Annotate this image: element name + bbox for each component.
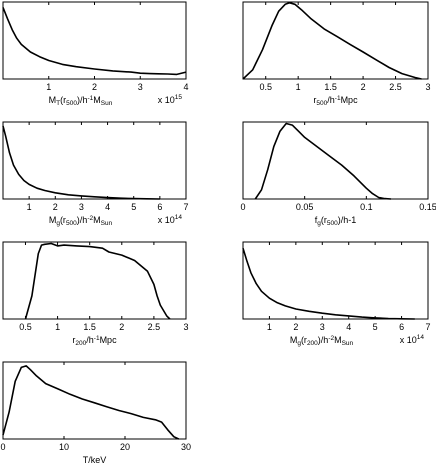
x-axis-label: T/keV bbox=[83, 455, 107, 464]
x-tick-label: 0 bbox=[0, 442, 5, 452]
x-tick-label: 10 bbox=[59, 442, 69, 452]
x-tick-label: 6 bbox=[399, 322, 404, 332]
axes-frame bbox=[242, 1, 429, 80]
x-tick-label: 2.5 bbox=[148, 322, 161, 332]
panel-4: 0 0.05 0.1 0.15 fg(r500)/h-1 bbox=[240, 121, 436, 227]
x-tick-label: 1 bbox=[46, 82, 51, 92]
panel-1: 1 2 3 4 MT(r500)/h-1MSun x 1015 bbox=[2, 1, 189, 107]
panel-2: 0.5 1 1.5 2 2.5 3 r500/h-1Mpc bbox=[242, 1, 431, 107]
x-tick-label: 2 bbox=[361, 82, 366, 92]
x-tick-label: 1 bbox=[55, 322, 60, 332]
x-tick-label: 2 bbox=[53, 202, 58, 212]
panel-6: 1 2 3 4 5 6 7 Mg(r200)/h-2MSun x 1014 bbox=[242, 241, 431, 347]
x-axis-multiplier: x 1015 bbox=[158, 94, 183, 105]
series-line bbox=[2, 365, 180, 440]
x-tick-label: 5 bbox=[131, 202, 136, 212]
x-tick-label: 1 bbox=[27, 202, 32, 212]
x-tick-label: 0.1 bbox=[360, 202, 373, 212]
axes-frame bbox=[2, 361, 187, 440]
x-tick-label: 30 bbox=[181, 442, 191, 452]
x-tick-label: 0.5 bbox=[19, 322, 32, 332]
x-tick-label: 20 bbox=[120, 442, 130, 452]
x-tick-label: 1 bbox=[296, 82, 301, 92]
x-axis-label: r200/h-1Mpc bbox=[72, 335, 117, 347]
x-tick-label: 2.5 bbox=[389, 82, 402, 92]
x-axis-multiplier: x 1014 bbox=[158, 214, 183, 225]
series-line bbox=[2, 7, 187, 76]
x-axis-label: fg(r500)/h-1 bbox=[315, 215, 357, 227]
x-tick-label: 2 bbox=[92, 82, 97, 92]
x-tick-label: 0.15 bbox=[419, 202, 436, 212]
x-axis-label: MT(r500)/h-1MSun bbox=[49, 95, 113, 107]
x-tick-label: 3 bbox=[183, 322, 188, 332]
x-axis-multiplier: x 1014 bbox=[400, 334, 425, 345]
series-line bbox=[24, 242, 171, 320]
axes-frame bbox=[242, 121, 429, 200]
axes-frame bbox=[2, 241, 187, 320]
x-tick-label: 0 bbox=[240, 202, 245, 212]
x-tick-label: 4 bbox=[105, 202, 110, 212]
x-axis-label: r500/h-1Mpc bbox=[313, 95, 358, 107]
axes-frame bbox=[2, 1, 187, 80]
x-tick-label: 6 bbox=[157, 202, 162, 212]
x-tick-label: 3 bbox=[79, 202, 84, 212]
x-tick-label: 1.5 bbox=[83, 322, 96, 332]
series-line bbox=[2, 125, 160, 200]
x-tick-label: 0.05 bbox=[296, 202, 314, 212]
x-axis-label: Mg(r200)/h-2MSun bbox=[290, 335, 354, 347]
panel-7: 0 10 20 30 T/keV bbox=[0, 361, 191, 464]
axes-frame bbox=[2, 121, 187, 200]
x-tick-label: 3 bbox=[425, 82, 430, 92]
x-tick-label: 2 bbox=[293, 322, 298, 332]
x-tick-label: 2 bbox=[119, 322, 124, 332]
series-line bbox=[254, 122, 392, 200]
x-tick-label: 1 bbox=[267, 322, 272, 332]
x-tick-label: 3 bbox=[138, 82, 143, 92]
axes-frame bbox=[242, 241, 429, 320]
x-axis-label: Mg(r500)/h-2MSun bbox=[49, 215, 113, 227]
x-tick-label: 0.5 bbox=[259, 82, 272, 92]
x-tick-label: 7 bbox=[183, 202, 188, 212]
x-tick-label: 4 bbox=[183, 82, 188, 92]
x-tick-label: 7 bbox=[425, 322, 430, 332]
x-tick-label: 4 bbox=[346, 322, 351, 332]
series-line bbox=[242, 1, 422, 80]
series-line bbox=[242, 247, 415, 320]
panel-3: 1 2 3 4 5 6 7 Mg(r500)/h-2MSun x 1014 bbox=[2, 121, 189, 227]
x-tick-label: 1.5 bbox=[324, 82, 337, 92]
panel-5: 0.5 1 1.5 2 2.5 3 r200/h-1Mpc bbox=[2, 241, 189, 347]
x-tick-label: 5 bbox=[373, 322, 378, 332]
x-tick-label: 3 bbox=[320, 322, 325, 332]
